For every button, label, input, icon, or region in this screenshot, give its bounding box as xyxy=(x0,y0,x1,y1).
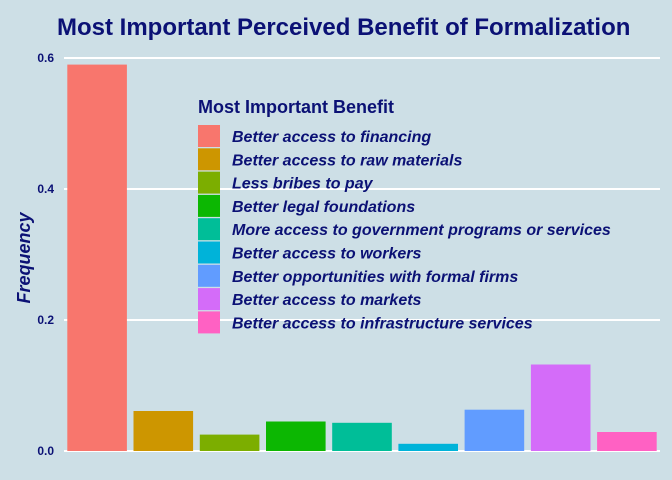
legend-swatch xyxy=(198,171,220,194)
legend-label: Less bribes to pay xyxy=(232,176,374,193)
legend-label: Better access to raw materials xyxy=(232,152,462,169)
legend-swatch xyxy=(198,288,220,311)
legend-label: Better legal foundations xyxy=(232,199,415,216)
legend-swatch xyxy=(198,264,220,287)
legend: Most Important Benefit Better access to … xyxy=(198,97,611,334)
y-axis-label: Frequency xyxy=(14,211,34,303)
y-tick-label: 0.0 xyxy=(37,444,54,458)
bar-1 xyxy=(67,64,127,451)
bar-9 xyxy=(597,432,657,451)
bar-2 xyxy=(133,411,194,451)
legend-label: More access to government programs or se… xyxy=(232,222,611,239)
legend-label: Better access to markets xyxy=(232,292,422,309)
legend-swatch xyxy=(198,125,220,147)
bar-4 xyxy=(266,421,326,451)
bar-3 xyxy=(199,434,260,451)
legend-label: Better access to financing xyxy=(232,129,431,146)
legend-swatch xyxy=(198,241,220,264)
y-tick-label: 0.6 xyxy=(37,51,54,65)
legend-label: Better access to workers xyxy=(232,246,422,263)
chart-title: Most Important Perceived Benefit of Form… xyxy=(57,14,630,41)
y-axis-ticks: 0.0 0.2 0.4 0.6 xyxy=(37,51,54,458)
bars xyxy=(67,64,657,451)
bar-8 xyxy=(530,364,591,451)
bar-6 xyxy=(398,443,458,451)
legend-swatch xyxy=(198,311,220,334)
bar-5 xyxy=(332,422,392,451)
y-tick-label: 0.4 xyxy=(37,182,54,196)
bar-7 xyxy=(464,409,525,451)
legend-label: Better opportunities with formal firms xyxy=(232,269,518,286)
legend-swatch xyxy=(198,194,220,217)
legend-title: Most Important Benefit xyxy=(198,97,394,117)
legend-swatch xyxy=(198,148,220,171)
y-tick-label: 0.2 xyxy=(37,313,54,327)
legend-label: Better access to infrastructure services xyxy=(232,315,533,332)
legend-swatch xyxy=(198,218,220,241)
